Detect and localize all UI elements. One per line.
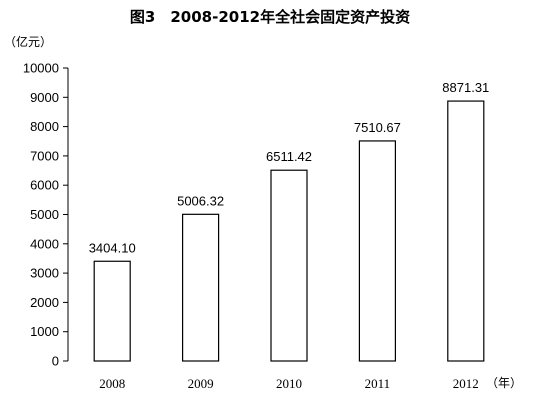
data-label-2012: 8871.31 <box>442 80 489 95</box>
bars-group <box>93 100 485 362</box>
y-tick-label: 8000 <box>30 119 59 134</box>
y-tick-label: 1000 <box>30 324 59 339</box>
y-tick-label: 4000 <box>30 236 59 251</box>
bar-2012 <box>447 100 485 362</box>
x-tick-label: 2009 <box>188 376 214 391</box>
bar-2011 <box>358 140 396 362</box>
x-tick-label: 2010 <box>276 376 302 391</box>
data-label-2009: 5006.32 <box>177 193 224 208</box>
data-labels-group: 3404.10 5006.32 6511.42 7510.67 8871.31 <box>89 80 490 255</box>
x-axis-unit-label: （年） <box>486 376 522 390</box>
y-axis-ticks: 0 1000 2000 3000 4000 5000 6000 7000 8000 9000 100… <box>23 61 68 369</box>
bar-2008 <box>93 260 131 362</box>
x-tick-label: 2008 <box>99 376 125 391</box>
data-label-2011: 7510.67 <box>354 120 401 135</box>
y-tick-label: 0 <box>52 354 59 369</box>
y-tick-label: 9000 <box>30 90 59 105</box>
y-tick-label: 10000 <box>23 61 59 76</box>
y-axis-unit-label: （亿元） <box>4 34 52 49</box>
x-axis-ticks: 2008 2009 2010 2011 2012 <box>99 376 479 391</box>
bar-2010 <box>270 169 308 362</box>
bar-2009 <box>182 213 220 362</box>
y-tick-label: 6000 <box>30 178 59 193</box>
data-label-2010: 6511.42 <box>266 149 312 164</box>
y-tick-label: 7000 <box>30 148 59 163</box>
y-tick-label: 2000 <box>30 295 59 310</box>
x-tick-label: 2011 <box>365 376 391 391</box>
chart-title: 图3 2008-2012年全社会固定资产投资 <box>130 8 410 26</box>
data-label-2008: 3404.10 <box>89 240 136 255</box>
x-tick-label: 2012 <box>453 376 479 391</box>
y-tick-label: 3000 <box>30 266 59 281</box>
y-tick-label: 5000 <box>30 207 59 222</box>
